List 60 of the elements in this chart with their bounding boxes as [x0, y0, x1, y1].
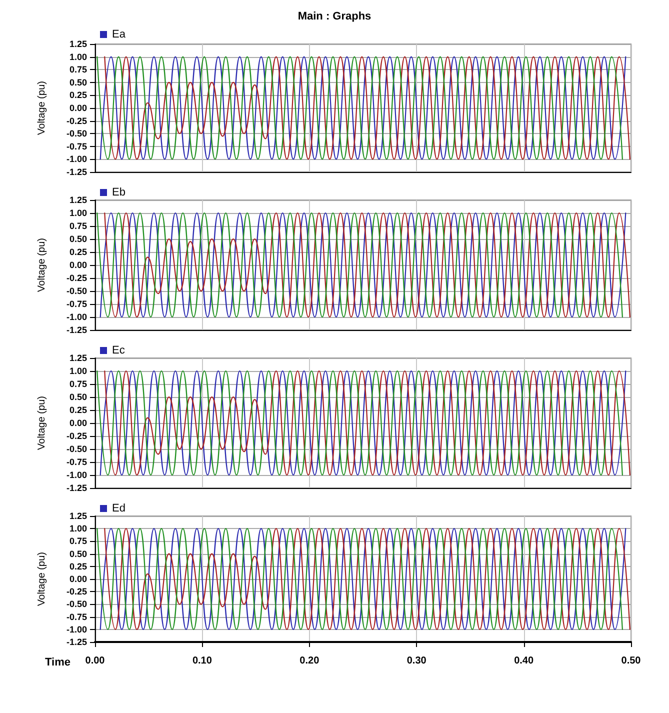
x-axis-title: Time: [45, 656, 70, 668]
x-tick-label: 0.00: [85, 656, 106, 666]
x-tick-label: 0.20: [300, 656, 320, 666]
legend-label: Eb: [112, 186, 126, 198]
y-tick-label: -0.75: [66, 299, 87, 309]
y-tick-label: 1.25: [69, 511, 87, 521]
y-tick-label: -1.00: [66, 312, 87, 322]
y-tick-label: 0.00: [69, 260, 87, 270]
y-tick-label: 0.50: [69, 548, 87, 559]
y-tick-label: -1.00: [66, 154, 87, 164]
y-tick-label: -0.25: [66, 273, 87, 283]
y-axis-title: Voltage (pu): [36, 81, 48, 135]
y-tick-label: -0.75: [66, 141, 87, 152]
y-tick-label: 0.75: [69, 379, 87, 389]
y-tick-label: -1.25: [66, 637, 87, 647]
y-tick-label: 0.25: [69, 90, 87, 100]
x-tick-label: 0.40: [514, 656, 534, 666]
y-tick-label: 0.75: [69, 536, 87, 546]
y-tick-label: 0.00: [69, 103, 87, 113]
y-tick-label: -0.25: [66, 116, 87, 126]
chart-title: Main : Graphs: [298, 10, 372, 22]
y-tick-label: 0.25: [69, 561, 87, 572]
y-tick-label: -1.25: [66, 483, 87, 493]
x-tick-label: 0.50: [621, 656, 642, 666]
y-axis-title: Voltage (pu): [36, 238, 48, 292]
y-tick-label: 1.00: [69, 52, 87, 62]
y-tick-label: -1.00: [66, 470, 87, 480]
y-tick-label: -0.50: [66, 128, 87, 139]
y-tick-label: -0.50: [66, 599, 87, 610]
legend-label: Ec: [112, 344, 126, 356]
y-tick-label: 0.50: [69, 77, 87, 88]
y-tick-label: 0.50: [69, 234, 87, 244]
y-tick-label: -0.75: [66, 612, 87, 622]
y-tick-label: 1.25: [69, 195, 87, 205]
y-tick-label: 1.00: [69, 524, 87, 534]
y-tick-label: -0.50: [66, 286, 87, 296]
y-tick-label: -1.25: [66, 325, 87, 335]
y-tick-label: 0.75: [69, 64, 87, 75]
y-tick-label: -0.25: [66, 586, 87, 597]
y-tick-label: 0.75: [69, 221, 87, 231]
y-axis-title: Voltage (pu): [36, 396, 48, 450]
y-tick-label: -0.50: [66, 444, 87, 454]
y-tick-label: 0.25: [69, 247, 87, 257]
legend-label: Ed: [112, 502, 126, 514]
y-tick-label: 0.50: [69, 392, 87, 402]
x-tick-label: 0.10: [192, 656, 212, 666]
y-tick-label: -0.25: [66, 431, 87, 441]
y-tick-label: 0.00: [69, 574, 87, 584]
y-tick-label: -1.00: [66, 624, 87, 634]
legend-label: Ea: [112, 28, 126, 40]
y-tick-label: -0.75: [66, 457, 87, 467]
y-tick-label: 1.00: [69, 208, 87, 218]
x-tick-label: 0.30: [406, 656, 427, 666]
y-tick-label: 1.00: [69, 366, 87, 376]
y-tick-label: 0.00: [69, 418, 87, 428]
y-tick-label: 0.25: [69, 405, 87, 415]
y-axis-title: Voltage (pu): [36, 552, 48, 606]
y-tick-label: 1.25: [69, 353, 87, 363]
y-tick-label: 1.25: [69, 39, 87, 49]
y-tick-label: -1.25: [66, 167, 87, 177]
